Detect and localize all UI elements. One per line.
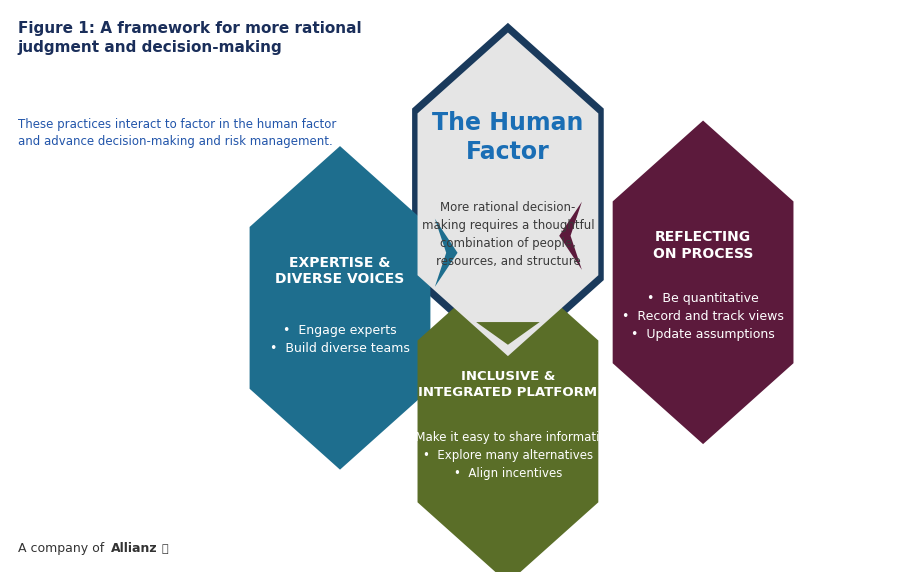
Text: More rational decision-
making requires a thoughtful
combination of people,
reso: More rational decision- making requires … xyxy=(421,200,594,268)
Polygon shape xyxy=(435,219,458,287)
Text: A company of: A company of xyxy=(17,542,108,555)
Polygon shape xyxy=(559,202,582,270)
Text: •  Make it easy to share information
•  Explore many alternatives
•  Align incen: • Make it easy to share information • Ex… xyxy=(401,431,615,480)
Text: INCLUSIVE &
INTEGRATED PLATFORM: INCLUSIVE & INTEGRATED PLATFORM xyxy=(419,370,597,399)
Polygon shape xyxy=(249,146,431,469)
Polygon shape xyxy=(476,322,540,345)
Text: Figure 1: A framework for more rational
judgment and decision-making: Figure 1: A framework for more rational … xyxy=(17,21,362,55)
Polygon shape xyxy=(412,23,604,366)
Polygon shape xyxy=(418,33,598,356)
Text: •  Engage experts
•  Build diverse teams: • Engage experts • Build diverse teams xyxy=(270,324,410,355)
Text: •  Be quantitative
•  Record and track views
•  Update assumptions: • Be quantitative • Record and track vie… xyxy=(622,292,784,341)
Text: Ⓜ: Ⓜ xyxy=(161,544,168,554)
Text: These practices interact to factor in the human factor
and advance decision-maki: These practices interact to factor in th… xyxy=(17,118,336,147)
Text: REFLECTING
ON PROCESS: REFLECTING ON PROCESS xyxy=(653,230,753,261)
Text: Allianz: Allianz xyxy=(111,542,158,555)
Polygon shape xyxy=(418,260,598,576)
Text: EXPERTISE &
DIVERSE VOICES: EXPERTISE & DIVERSE VOICES xyxy=(276,256,405,286)
Text: The Human
Factor: The Human Factor xyxy=(432,111,583,164)
Polygon shape xyxy=(613,120,793,444)
